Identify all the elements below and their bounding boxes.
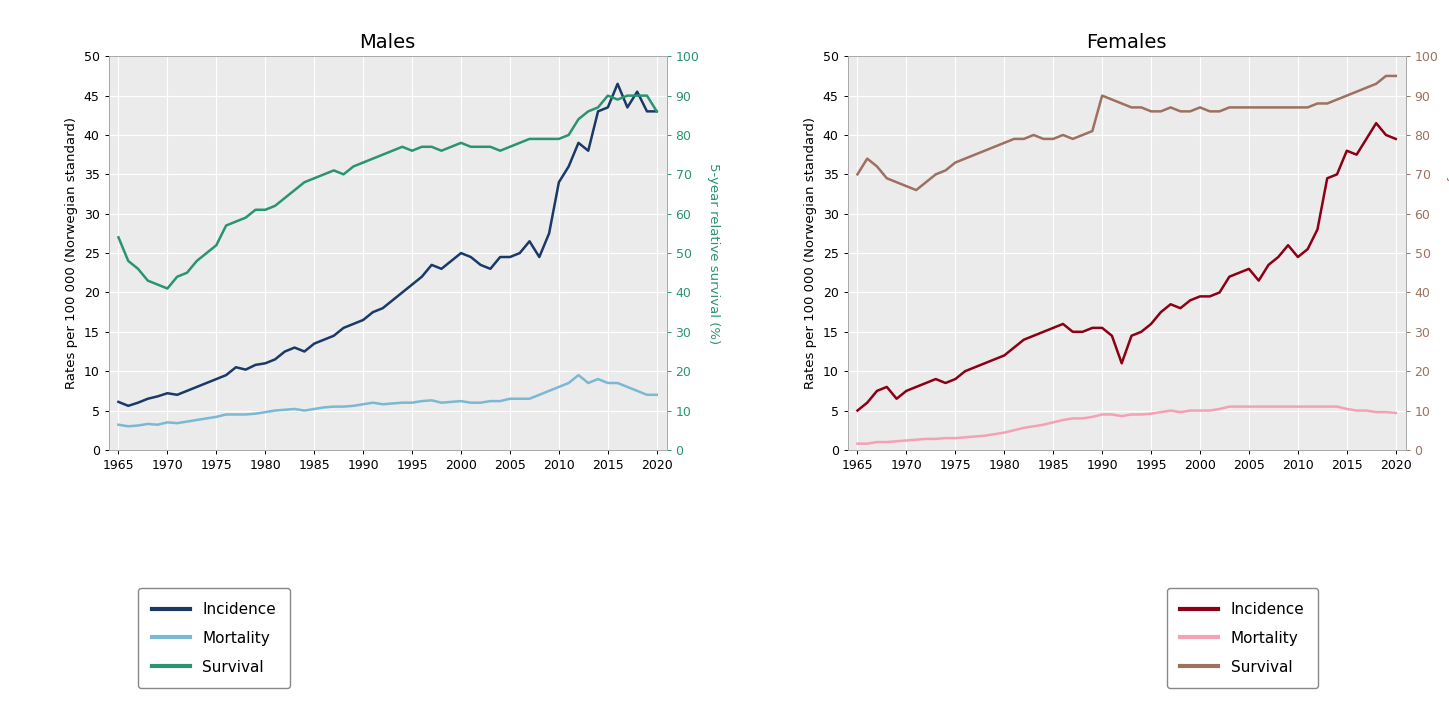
- Y-axis label: Rates per 100 000 (Norwegian standard): Rates per 100 000 (Norwegian standard): [804, 117, 817, 389]
- Y-axis label: 5-year relative survival (%): 5-year relative survival (%): [707, 162, 720, 344]
- Legend: Incidence, Mortality, Survival: Incidence, Mortality, Survival: [1166, 588, 1319, 688]
- Y-axis label: 5-year relative survival (%): 5-year relative survival (%): [1446, 162, 1449, 344]
- Y-axis label: Rates per 100 000 (Norwegian standard): Rates per 100 000 (Norwegian standard): [65, 117, 78, 389]
- Title: Males: Males: [359, 33, 416, 52]
- Title: Females: Females: [1087, 33, 1166, 52]
- Legend: Incidence, Mortality, Survival: Incidence, Mortality, Survival: [138, 588, 290, 688]
